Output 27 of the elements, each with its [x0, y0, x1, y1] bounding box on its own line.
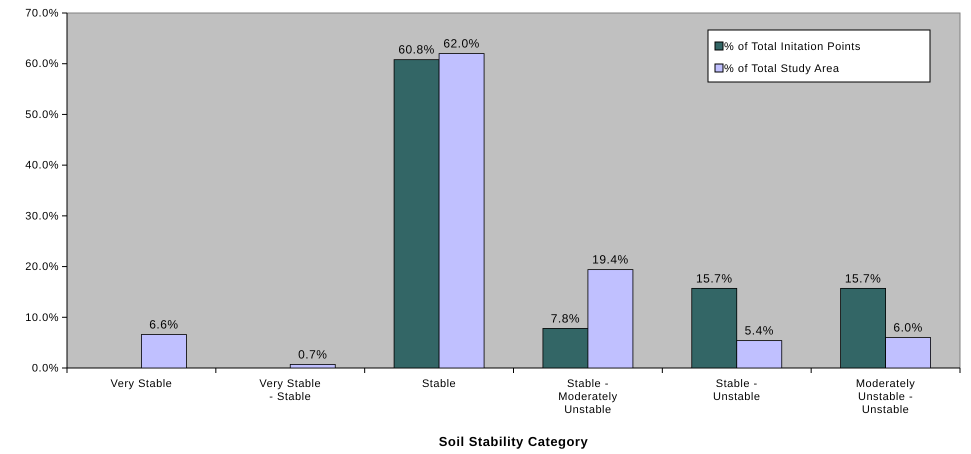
data-label: 19.4% — [592, 252, 629, 267]
data-label: 15.7% — [844, 271, 882, 286]
y-tick-label: 20.0% — [25, 261, 59, 274]
y-tick-label: 50.0% — [25, 108, 59, 121]
legend-label: % of Total Initation Points — [724, 41, 861, 53]
y-tick-label: 30.0% — [25, 210, 59, 222]
data-label: 60.8% — [398, 42, 435, 57]
legend-label: % of Total Study Area — [724, 63, 840, 75]
data-label: 5.4% — [744, 324, 774, 338]
y-tick-label: 40.0% — [25, 160, 59, 172]
x-tick-label: Moderately Unstable - Unstable — [856, 378, 916, 416]
data-label: 62.0% — [443, 36, 480, 51]
data-label: 7.8% — [550, 311, 580, 326]
x-tick-label: Very Stable — [110, 378, 172, 390]
data-label: 0.7% — [298, 347, 328, 362]
data-label: 15.7% — [696, 271, 733, 286]
x-tick-label: Stable — [422, 378, 456, 390]
x-tick-label: Very Stable - Stable — [259, 378, 322, 403]
x-axis-title: Soil Stability Category — [438, 434, 588, 449]
x-tick-label: Stable - Moderately Unstable — [558, 378, 618, 416]
y-tick-label: 60.0% — [25, 58, 59, 70]
y-tick-label: 0.0% — [32, 362, 59, 375]
y-tick-label: 10.0% — [25, 312, 59, 324]
data-label: 6.0% — [893, 320, 923, 335]
y-tick-label: 70.0% — [25, 8, 59, 20]
x-tick-label: Stable - Unstable — [713, 378, 760, 403]
data-label: 6.6% — [149, 318, 179, 332]
